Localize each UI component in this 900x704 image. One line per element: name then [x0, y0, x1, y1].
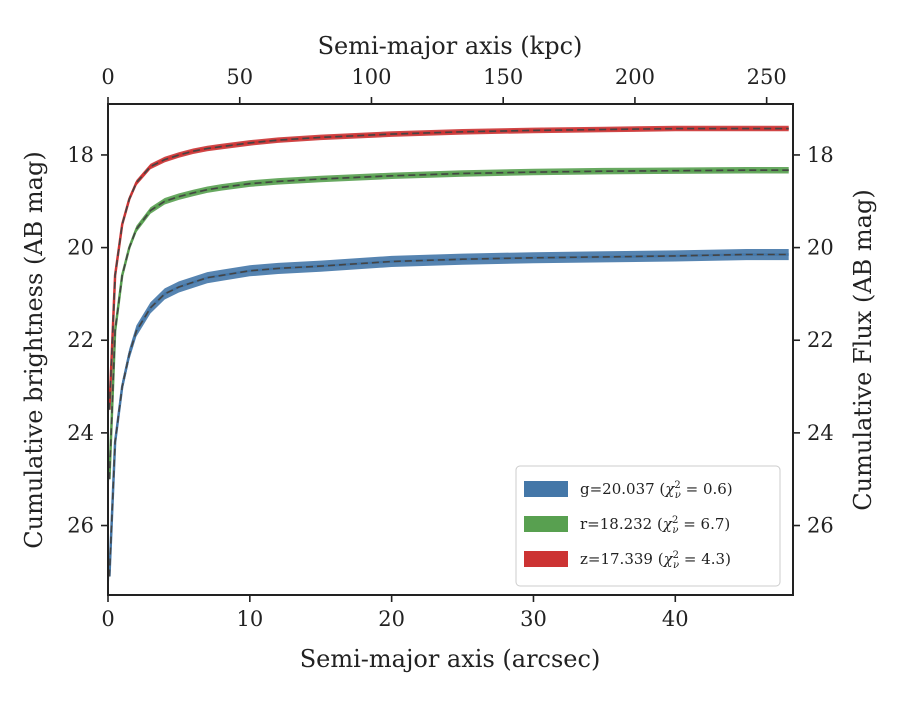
legend-swatch-0	[524, 481, 568, 497]
legend-text-part: ν	[675, 490, 681, 501]
legend-swatch-2	[524, 551, 568, 567]
x2-tick-label: 200	[615, 65, 655, 89]
y2-tick-label: 20	[807, 236, 834, 260]
series-1	[108, 167, 789, 483]
plot-frame	[107, 103, 794, 596]
legend-text-part: ν	[673, 560, 679, 571]
y-tick-label: 22	[67, 328, 94, 352]
series-band-1	[109, 167, 789, 483]
y2-tick-label: 26	[807, 514, 834, 538]
y2-axis-label: Cumulative Flux (AB mag)	[849, 189, 877, 510]
series-layer	[108, 125, 789, 582]
legend-entry-2: z=17.339 (χ2 ν = 4.3)	[580, 550, 731, 571]
series-model-line-1	[108, 169, 789, 480]
y2-tick-label: 22	[807, 328, 834, 352]
x2-tick-label: 150	[483, 65, 523, 89]
legend-entry-1: r=18.232 (χ2 ν = 6.7)	[580, 515, 730, 536]
legend-text-part: 2	[672, 515, 678, 526]
legend-text-part: χ	[664, 480, 675, 498]
x-tick-label: 10	[236, 607, 263, 631]
legend-text-part: = 4.3)	[679, 550, 731, 568]
x2-axis-label: Semi-major axis (kpc)	[318, 32, 583, 60]
x-tick-label: 20	[378, 607, 405, 631]
series-band-0	[109, 249, 789, 582]
legend-text-part: g=20.037 (	[580, 480, 665, 498]
legend: g=20.037 (χ2 ν = 0.6)r=18.232 (χ2 ν = 6.7)…	[515, 465, 781, 587]
legend-text-part: 2	[673, 550, 679, 561]
y-tick-label: 24	[67, 421, 94, 445]
series-model-line-0	[108, 253, 789, 577]
y-axis-label: Cumulative brightness (AB mag)	[20, 151, 48, 548]
legend-text-part: χ	[663, 550, 674, 568]
legend-text-part: = 0.6)	[681, 480, 733, 498]
legend-text-part: = 6.7)	[678, 515, 730, 533]
legend-frame	[515, 465, 781, 587]
legend-text-part: χ	[662, 515, 673, 533]
legend-text-part: z=17.339 (	[580, 550, 664, 568]
x2-tick-label: 50	[226, 65, 253, 89]
series-2	[108, 125, 789, 413]
x-axis-label: Semi-major axis (arcsec)	[300, 645, 601, 673]
series-model-line-2	[108, 127, 789, 410]
y-tick-label: 18	[67, 143, 94, 167]
y2-tick-label: 24	[807, 421, 834, 445]
legend-entry-0: g=20.037 (χ2 ν = 0.6)	[580, 480, 733, 501]
series-line-1	[108, 168, 789, 480]
legend-text-part: r=18.232 (	[580, 515, 663, 533]
series-0	[108, 249, 789, 582]
legend-text-part: 2	[674, 480, 680, 491]
y-tick-label: 26	[67, 514, 94, 538]
y-tick-label: 20	[67, 236, 94, 260]
y2-tick-label: 18	[807, 143, 834, 167]
x2-tick-label: 250	[747, 65, 787, 89]
x-tick-label: 0	[101, 607, 114, 631]
x-tick-label: 30	[520, 607, 547, 631]
x2-tick-label: 100	[351, 65, 391, 89]
legend-text-part: ν	[672, 525, 678, 536]
x-tick-label: 40	[662, 607, 689, 631]
x2-tick-label: 0	[101, 65, 114, 89]
legend-swatch-1	[524, 516, 568, 532]
